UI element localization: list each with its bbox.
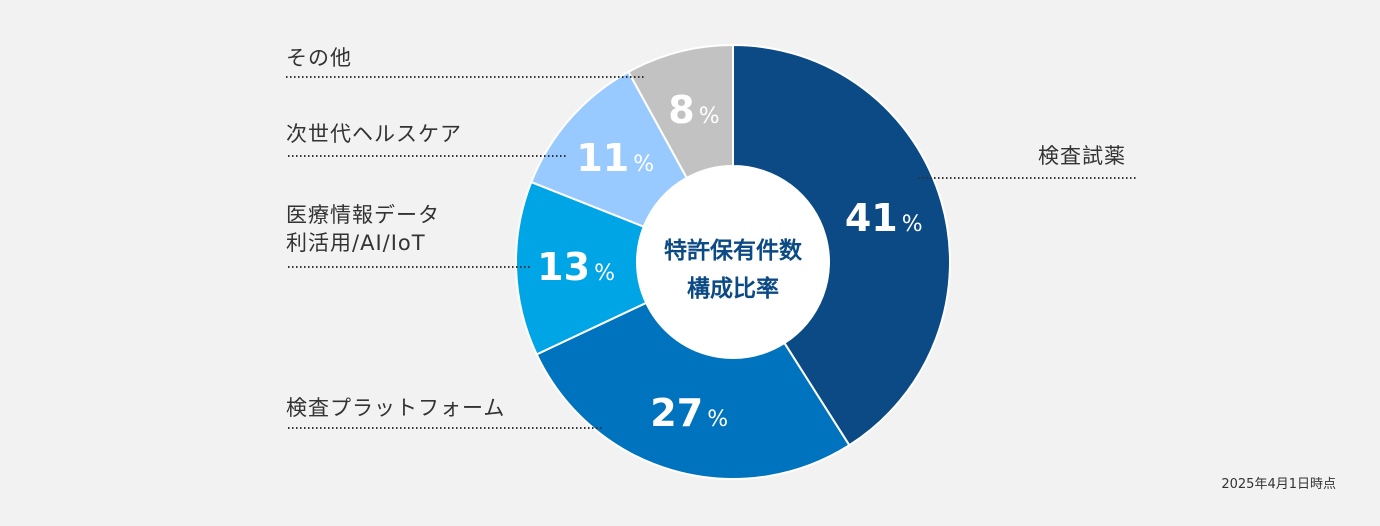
- center-title-line: 特許保有件数: [664, 237, 803, 264]
- slice-value-label: 27%: [650, 391, 728, 435]
- as-of-date-note: 2025年4月1日時点: [1221, 477, 1336, 492]
- category-label: 検査試薬: [1038, 144, 1126, 168]
- slice-value-label: 8%: [668, 88, 719, 132]
- category-label: 検査プラットフォーム: [286, 396, 506, 420]
- slice-value-unit: %: [902, 212, 923, 237]
- slice-value-number: 13: [537, 245, 590, 289]
- slice-value-labels: 41 %27 %13 %11 %8%: [537, 88, 922, 435]
- slice-value-label: 41%: [845, 196, 923, 240]
- center-title-line: 構成比率: [687, 275, 779, 302]
- category-label: 次世代ヘルスケア: [286, 122, 462, 146]
- slice-value-unit: %: [633, 152, 654, 177]
- donut-slices: [515, 43, 951, 480]
- slice-value-label: 13%: [537, 245, 615, 289]
- slice-value-number: 27: [650, 391, 703, 435]
- slice-value-number: 41: [845, 196, 898, 240]
- slice-value-unit: %: [594, 261, 615, 286]
- slice-value-number: 8: [668, 88, 694, 132]
- slice-value-unit: %: [699, 104, 720, 129]
- slice-value-label: 11%: [576, 136, 654, 180]
- category-label: その他: [286, 46, 352, 70]
- slice-value-number: 11: [576, 136, 629, 180]
- category-label: 医療情報データ 利活用/AI/IoT: [286, 203, 440, 255]
- slice-value-unit: %: [707, 407, 728, 432]
- donut-center: [637, 166, 829, 358]
